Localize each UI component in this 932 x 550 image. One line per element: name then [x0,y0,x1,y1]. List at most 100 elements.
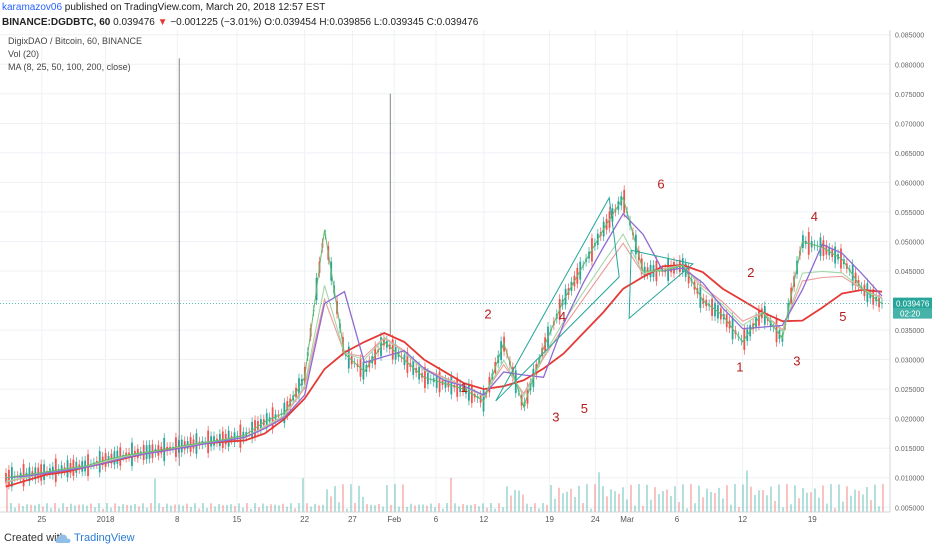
volume-bar [314,503,316,512]
legend-ma[interactable]: MA (8, 25, 50, 100, 200, close) [8,62,131,72]
volume-bar [286,506,288,512]
price-axis[interactable]: 0.005000 0.010000 0.015000 0.020000 0.025000… [889,30,924,512]
volume-bar [690,484,692,512]
wave-label: 4 [559,309,566,324]
x-tick-label: 8 [175,515,180,524]
volume-bar [254,503,256,512]
volume-bar [74,505,76,512]
volume-bar [262,503,264,512]
volume-bar [218,503,220,512]
volume-bar [862,494,864,512]
volume-bar [378,503,380,512]
volume-bar [658,494,660,512]
volume-bar [718,487,720,512]
legend-volume[interactable]: Vol (20) [8,49,39,59]
volume-bar [806,492,808,512]
volume-bar [354,502,356,512]
volume-bar [502,507,504,512]
wave-label: 5 [839,309,846,324]
volume-bar [294,508,296,512]
wave-label: 3 [793,354,800,369]
volume-bar [646,484,648,512]
volume-bar [122,504,124,512]
volume-bar [606,496,608,512]
x-tick-label: 19 [545,515,554,524]
y-tick-label: 0.080000 [895,62,924,69]
x-tick-label: 25 [37,515,46,524]
volume-bar [430,503,432,512]
volume-bar [802,488,804,512]
volume-bar [582,502,584,512]
wave-label: 3 [552,410,559,425]
symbol: BINANCE:DGDBTC, 60 [2,17,111,28]
volume-bar [746,470,748,512]
moving-average-lines [0,196,890,488]
volume-bar [22,506,24,512]
wave-label: 6 [657,176,664,191]
volume-bar [638,484,640,512]
volume-bar [422,504,424,512]
volume-bar [178,504,180,512]
volume-bar [706,488,708,512]
volume-bar [826,503,828,512]
volume-bar [574,496,576,512]
volume-bar [778,484,780,512]
tradingview-brand[interactable]: TradingView [74,532,135,544]
volume-bar [494,508,496,512]
volume-bar [26,504,28,512]
volume-bar [714,493,716,512]
volume-bar [786,484,788,512]
x-tick-label: 22 [300,515,309,524]
time-axis[interactable]: 25 2018 8 15 22 27 Feb 6 12 19 24 Mar 6 12 19 [0,511,890,524]
volume-bar [414,505,416,512]
volume-bar [270,504,272,512]
volume-bar [846,486,848,512]
volume-bar [678,501,680,512]
volume-bar [630,484,632,512]
volume-bar [118,506,120,512]
volume-bar [318,505,320,512]
volume-bar [450,477,452,512]
volume-bar [446,503,448,512]
volume-bar [306,503,308,512]
volume-bar [598,472,600,512]
volume-bar [398,506,400,512]
volume-bar [590,508,592,512]
volume-bar [70,503,72,512]
volume-bar [138,506,140,512]
volume-bar [510,495,512,512]
volume-bar [150,503,152,512]
volume-bar [814,488,816,512]
volume-bar [526,503,528,512]
volume-bar [830,484,832,512]
volume-bar [370,504,372,512]
volume-bar [762,490,764,512]
volume-bar [402,484,404,512]
volume-bar [854,489,856,512]
volume-bar [278,505,280,512]
volume-bar [230,504,232,512]
volume-bar [782,507,784,512]
volume-bar [242,507,244,512]
volume-bar [570,488,572,512]
price-change: −0.001225 (−3.01%) [170,17,262,28]
ohlc-values: O:0.039454 H:0.039856 L:0.039345 C:0.039… [264,17,479,28]
volume-bar [818,497,820,512]
author-link[interactable]: karamazov06 [2,2,63,13]
volume-bar [394,484,396,512]
y-tick-label: 0.020000 [895,417,924,424]
volume-bar [790,504,792,512]
volume-bar [642,505,644,512]
volume-bar [258,507,260,512]
x-tick-label: 2018 [97,515,115,524]
volume-bar [758,490,760,512]
volume-bar [50,508,52,512]
x-tick-label: 24 [591,515,600,524]
volume-bar [858,490,860,512]
volume-bar [702,497,704,512]
volume-bar [406,506,408,512]
volume-bar [290,503,292,512]
volume-bar [558,487,560,512]
wave-annotations: 1 2 4 3 5 6 2 1 3 4 5 [460,176,846,424]
